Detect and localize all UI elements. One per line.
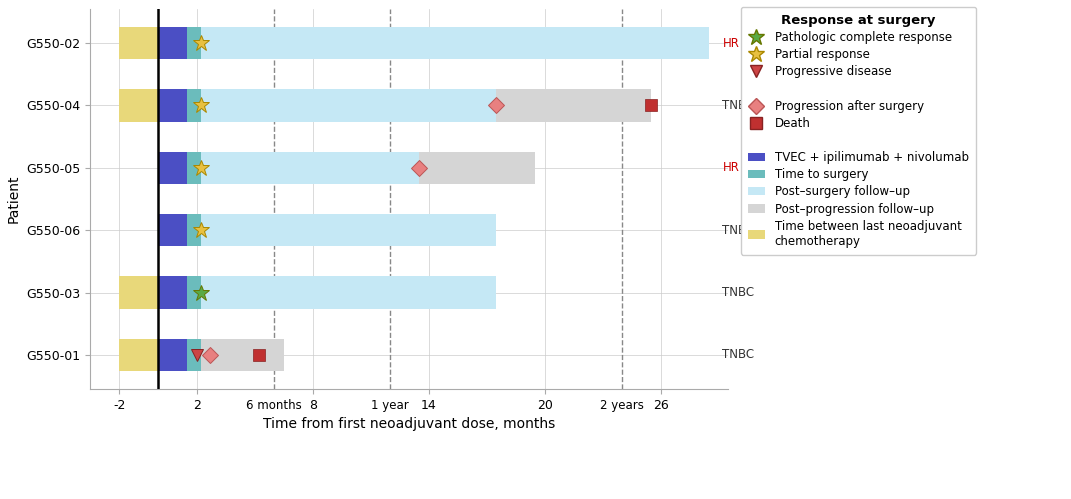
Text: TNBC: TNBC	[723, 348, 755, 361]
Text: 6 months: 6 months	[246, 399, 302, 412]
Legend: Pathologic complete response, Partial response, Progressive disease, , Progressi: Pathologic complete response, Partial re…	[740, 7, 976, 255]
Bar	[187, 276, 200, 309]
Bar	[159, 27, 187, 59]
Bar	[159, 276, 187, 309]
Bar	[187, 214, 200, 247]
Bar	[159, 214, 187, 247]
Text: TNBC: TNBC	[723, 99, 755, 112]
Bar	[187, 27, 200, 59]
Text: 1 year: 1 year	[372, 399, 409, 412]
Text: TNBC: TNBC	[723, 224, 755, 237]
X-axis label: Time from first neoadjuvant dose, months: Time from first neoadjuvant dose, months	[263, 418, 556, 432]
Text: TNBC: TNBC	[723, 286, 755, 299]
Bar	[200, 214, 496, 247]
Bar	[187, 339, 200, 371]
Bar	[419, 152, 536, 184]
Text: HR: HR	[723, 36, 739, 49]
Bar	[496, 89, 651, 122]
Bar	[200, 89, 496, 122]
Bar	[120, 339, 159, 371]
Bar	[159, 152, 187, 184]
Bar	[120, 27, 159, 59]
Y-axis label: Patient: Patient	[6, 175, 21, 223]
Bar	[200, 276, 496, 309]
Bar	[159, 339, 187, 371]
Bar	[200, 27, 709, 59]
Bar	[187, 89, 200, 122]
Bar	[120, 276, 159, 309]
Text: HR: HR	[723, 161, 739, 174]
Bar	[187, 152, 200, 184]
Bar	[200, 339, 284, 371]
Text: 2 years: 2 years	[600, 399, 644, 412]
Bar	[159, 89, 187, 122]
Bar	[200, 152, 419, 184]
Bar	[120, 89, 159, 122]
